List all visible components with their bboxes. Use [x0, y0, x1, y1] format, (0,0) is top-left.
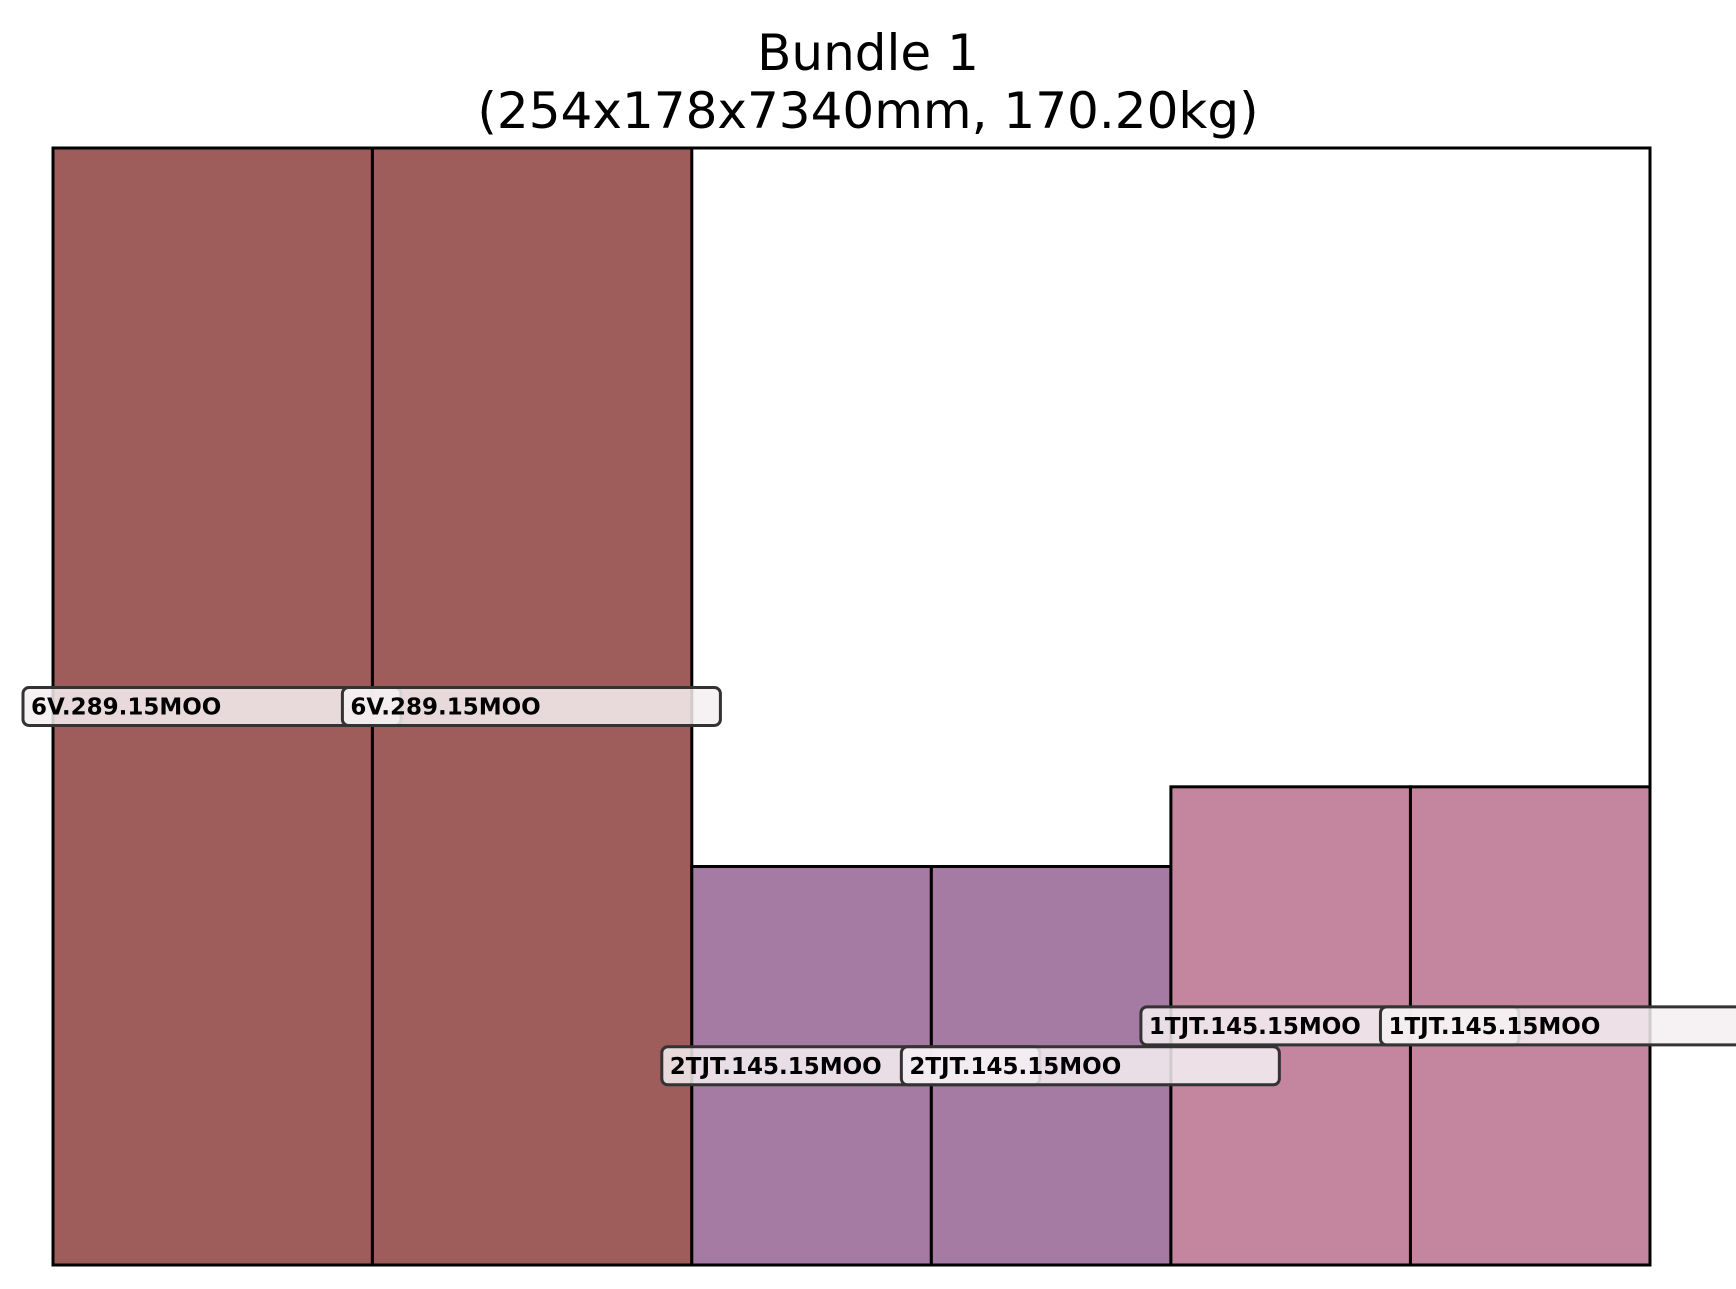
piece-label-6: 1TJT.145.15MOO [1378, 1005, 1736, 1047]
piece-label-box [340, 686, 722, 727]
diagram-subtitle: (254x178x7340mm, 170.20kg) [477, 82, 1259, 140]
piece-label-text: 2TJT.145.15MOO [670, 1054, 882, 1080]
piece-label-4: 2TJT.145.15MOO [899, 1045, 1281, 1087]
piece-label-text: 1TJT.145.15MOO [1388, 1014, 1600, 1040]
piece-label-1: 6V.289.15MOO [21, 686, 403, 727]
piece-label-box [1378, 1005, 1736, 1047]
piece-label-2: 6V.289.15MOO [340, 686, 722, 727]
piece-label-text: 6V.289.15MOO [350, 695, 540, 721]
piece-label-box [899, 1045, 1281, 1087]
piece-label-text: 1TJT.145.15MOO [1149, 1014, 1361, 1040]
diagram-title: Bundle 1 [757, 24, 979, 82]
labels-layer: 6V.289.15MOO 6V.289.15MOO 2TJT.145.15MOO 2T… [21, 686, 1736, 1087]
piece-label-text: 2TJT.145.15MOO [909, 1054, 1121, 1080]
piece-label-text: 6V.289.15MOO [31, 695, 221, 721]
